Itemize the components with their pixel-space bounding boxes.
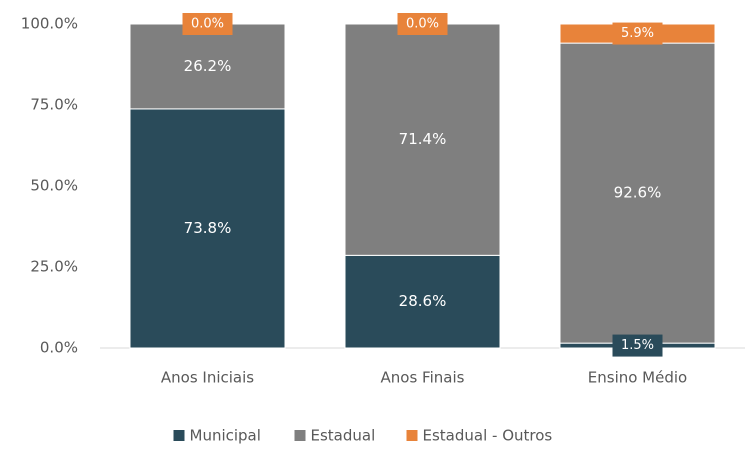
bar-segment bbox=[344, 254, 501, 349]
x-tick-label: Anos Iniciais bbox=[161, 369, 254, 387]
legend-label: Estadual - Outros bbox=[423, 427, 553, 445]
x-tick-label: Ensino Médio bbox=[588, 369, 687, 387]
data-label: 0.0% bbox=[406, 17, 439, 32]
data-label: 92.6% bbox=[614, 184, 662, 202]
x-tick-label: Anos Finais bbox=[381, 369, 465, 387]
y-tick-label: 50.0% bbox=[30, 177, 78, 195]
y-tick-label: 100.0% bbox=[21, 15, 78, 33]
data-label: 71.4% bbox=[399, 130, 447, 148]
legend-swatch bbox=[294, 430, 306, 441]
data-label: 0.0% bbox=[191, 17, 224, 32]
legend-swatch bbox=[406, 430, 418, 441]
data-label: 26.2% bbox=[184, 57, 232, 75]
data-label: 73.8% bbox=[184, 219, 232, 237]
bar-segment bbox=[344, 23, 501, 256]
label-box bbox=[182, 13, 233, 35]
data-label: 5.9% bbox=[621, 26, 654, 41]
data-label: 28.6% bbox=[399, 292, 447, 310]
bar-segment bbox=[129, 23, 286, 110]
y-tick-label: 75.0% bbox=[30, 96, 78, 114]
bar-segment bbox=[129, 108, 286, 349]
label-box bbox=[612, 22, 663, 45]
legend-label: Municipal bbox=[190, 427, 261, 445]
data-label: 1.5% bbox=[621, 338, 654, 353]
label-box bbox=[612, 334, 663, 357]
legend-swatch bbox=[173, 430, 185, 441]
y-tick-label: 0.0% bbox=[40, 339, 78, 357]
y-tick-label: 25.0% bbox=[30, 258, 78, 276]
label-box bbox=[397, 13, 448, 35]
legend-label: Estadual bbox=[311, 427, 376, 445]
bar-segment bbox=[559, 42, 716, 344]
